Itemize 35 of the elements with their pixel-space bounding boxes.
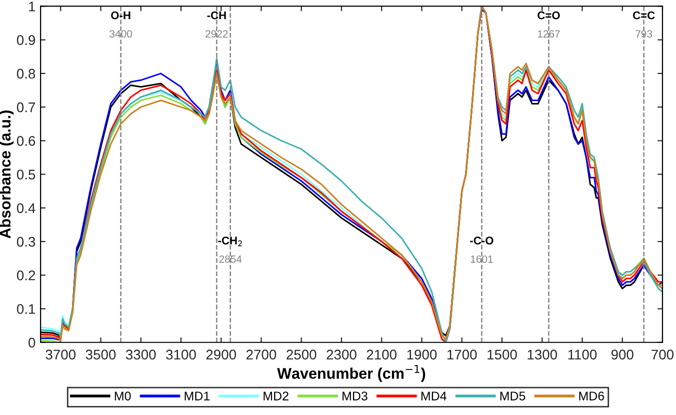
y-tick-label: 0.7 <box>16 102 36 112</box>
x-tick-label: 2100 <box>366 350 397 360</box>
legend-label: MD5 <box>500 392 526 400</box>
x-tick-label: 1700 <box>447 350 477 360</box>
legend-label: M0 <box>114 392 131 400</box>
y-tick-label: 1 <box>29 2 36 12</box>
x-tick-label: 1900 <box>407 350 437 360</box>
y-tick-label: 0.1 <box>16 304 36 314</box>
x-tick-label: 900 <box>611 350 634 360</box>
y-tick-label: 0.9 <box>16 35 36 46</box>
x-tick-label: 3500 <box>86 350 116 360</box>
x-tick-label: 2300 <box>326 350 356 360</box>
x-tick-label: 1500 <box>488 350 517 360</box>
x-tick-label: 1100 <box>568 350 597 360</box>
x-tick-label: 3700 <box>46 350 76 360</box>
legend-label: MD6 <box>579 392 604 400</box>
x-axis-title: Wavenumber (cm$^{−1}$) <box>277 365 426 382</box>
y-tick-label: 0.5 <box>16 170 36 180</box>
legend-label: MD2 <box>264 392 288 400</box>
x-tick-label: 2700 <box>246 350 276 360</box>
y-tick-label: 0.4 <box>16 203 36 214</box>
y-tick-label: 0 <box>28 338 36 348</box>
legend-label: MD4 <box>421 392 446 400</box>
y-tick-label: 0.3 <box>16 236 36 247</box>
x-tick-label: 1300 <box>528 350 558 360</box>
x-tick-label: 2900 <box>206 350 236 360</box>
y-tick-label: 0.2 <box>16 270 36 280</box>
x-tick-label: 700 <box>652 350 674 360</box>
y-tick-label: 0.6 <box>16 136 36 146</box>
y-tick-label: 0.8 <box>16 68 36 79</box>
x-tick-label: 3300 <box>126 350 156 360</box>
legend-label: MD3 <box>342 392 368 400</box>
x-tick-label: 3100 <box>166 350 196 360</box>
legend-label: MD1 <box>184 392 210 400</box>
x-tick-label: 2500 <box>286 350 316 360</box>
